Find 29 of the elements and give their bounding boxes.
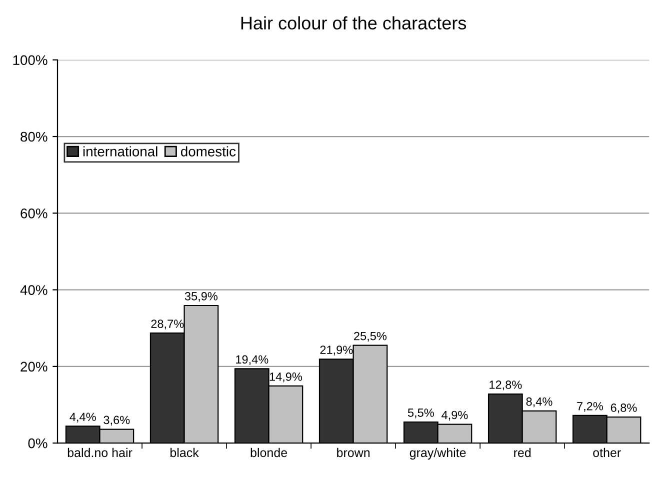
data-label: 35,9% (184, 292, 218, 302)
y-tick-label: 0% (28, 438, 48, 448)
x-tick-label: other (593, 448, 621, 458)
x-tick-label: gray/white (410, 448, 466, 460)
data-label: 14,9% (270, 372, 302, 382)
data-label: 25,5% (354, 332, 387, 342)
x-tick-label: red (514, 448, 531, 458)
x-tick-label: blonde (250, 448, 288, 458)
data-label: 8,4% (526, 397, 552, 408)
chart-title: Hair colour of the characters (241, 16, 466, 30)
y-tick-label: 40% (20, 285, 48, 295)
x-tick-label: bald.no hair (68, 448, 132, 458)
y-tick-label: 80% (20, 132, 48, 142)
data-label: 19,4% (236, 355, 268, 366)
data-label: 4,9% (442, 410, 468, 421)
x-tick-label: brown (337, 448, 370, 458)
data-label: 6,8% (610, 404, 637, 414)
x-tick-label: black (170, 448, 199, 458)
data-label: 5,5% (408, 408, 434, 418)
legend-label: international (83, 146, 158, 156)
data-label: 3,6% (104, 416, 130, 426)
y-tick-label: 60% (20, 208, 48, 218)
data-label: 7,2% (577, 402, 603, 412)
data-label: 21,9% (320, 346, 353, 356)
legend-label: domestic (180, 146, 236, 156)
y-tick-label: 20% (20, 362, 48, 372)
data-label: 12,8% (490, 380, 522, 390)
y-tick-label: 100% (13, 55, 48, 66)
data-label: 4,4% (70, 412, 96, 422)
